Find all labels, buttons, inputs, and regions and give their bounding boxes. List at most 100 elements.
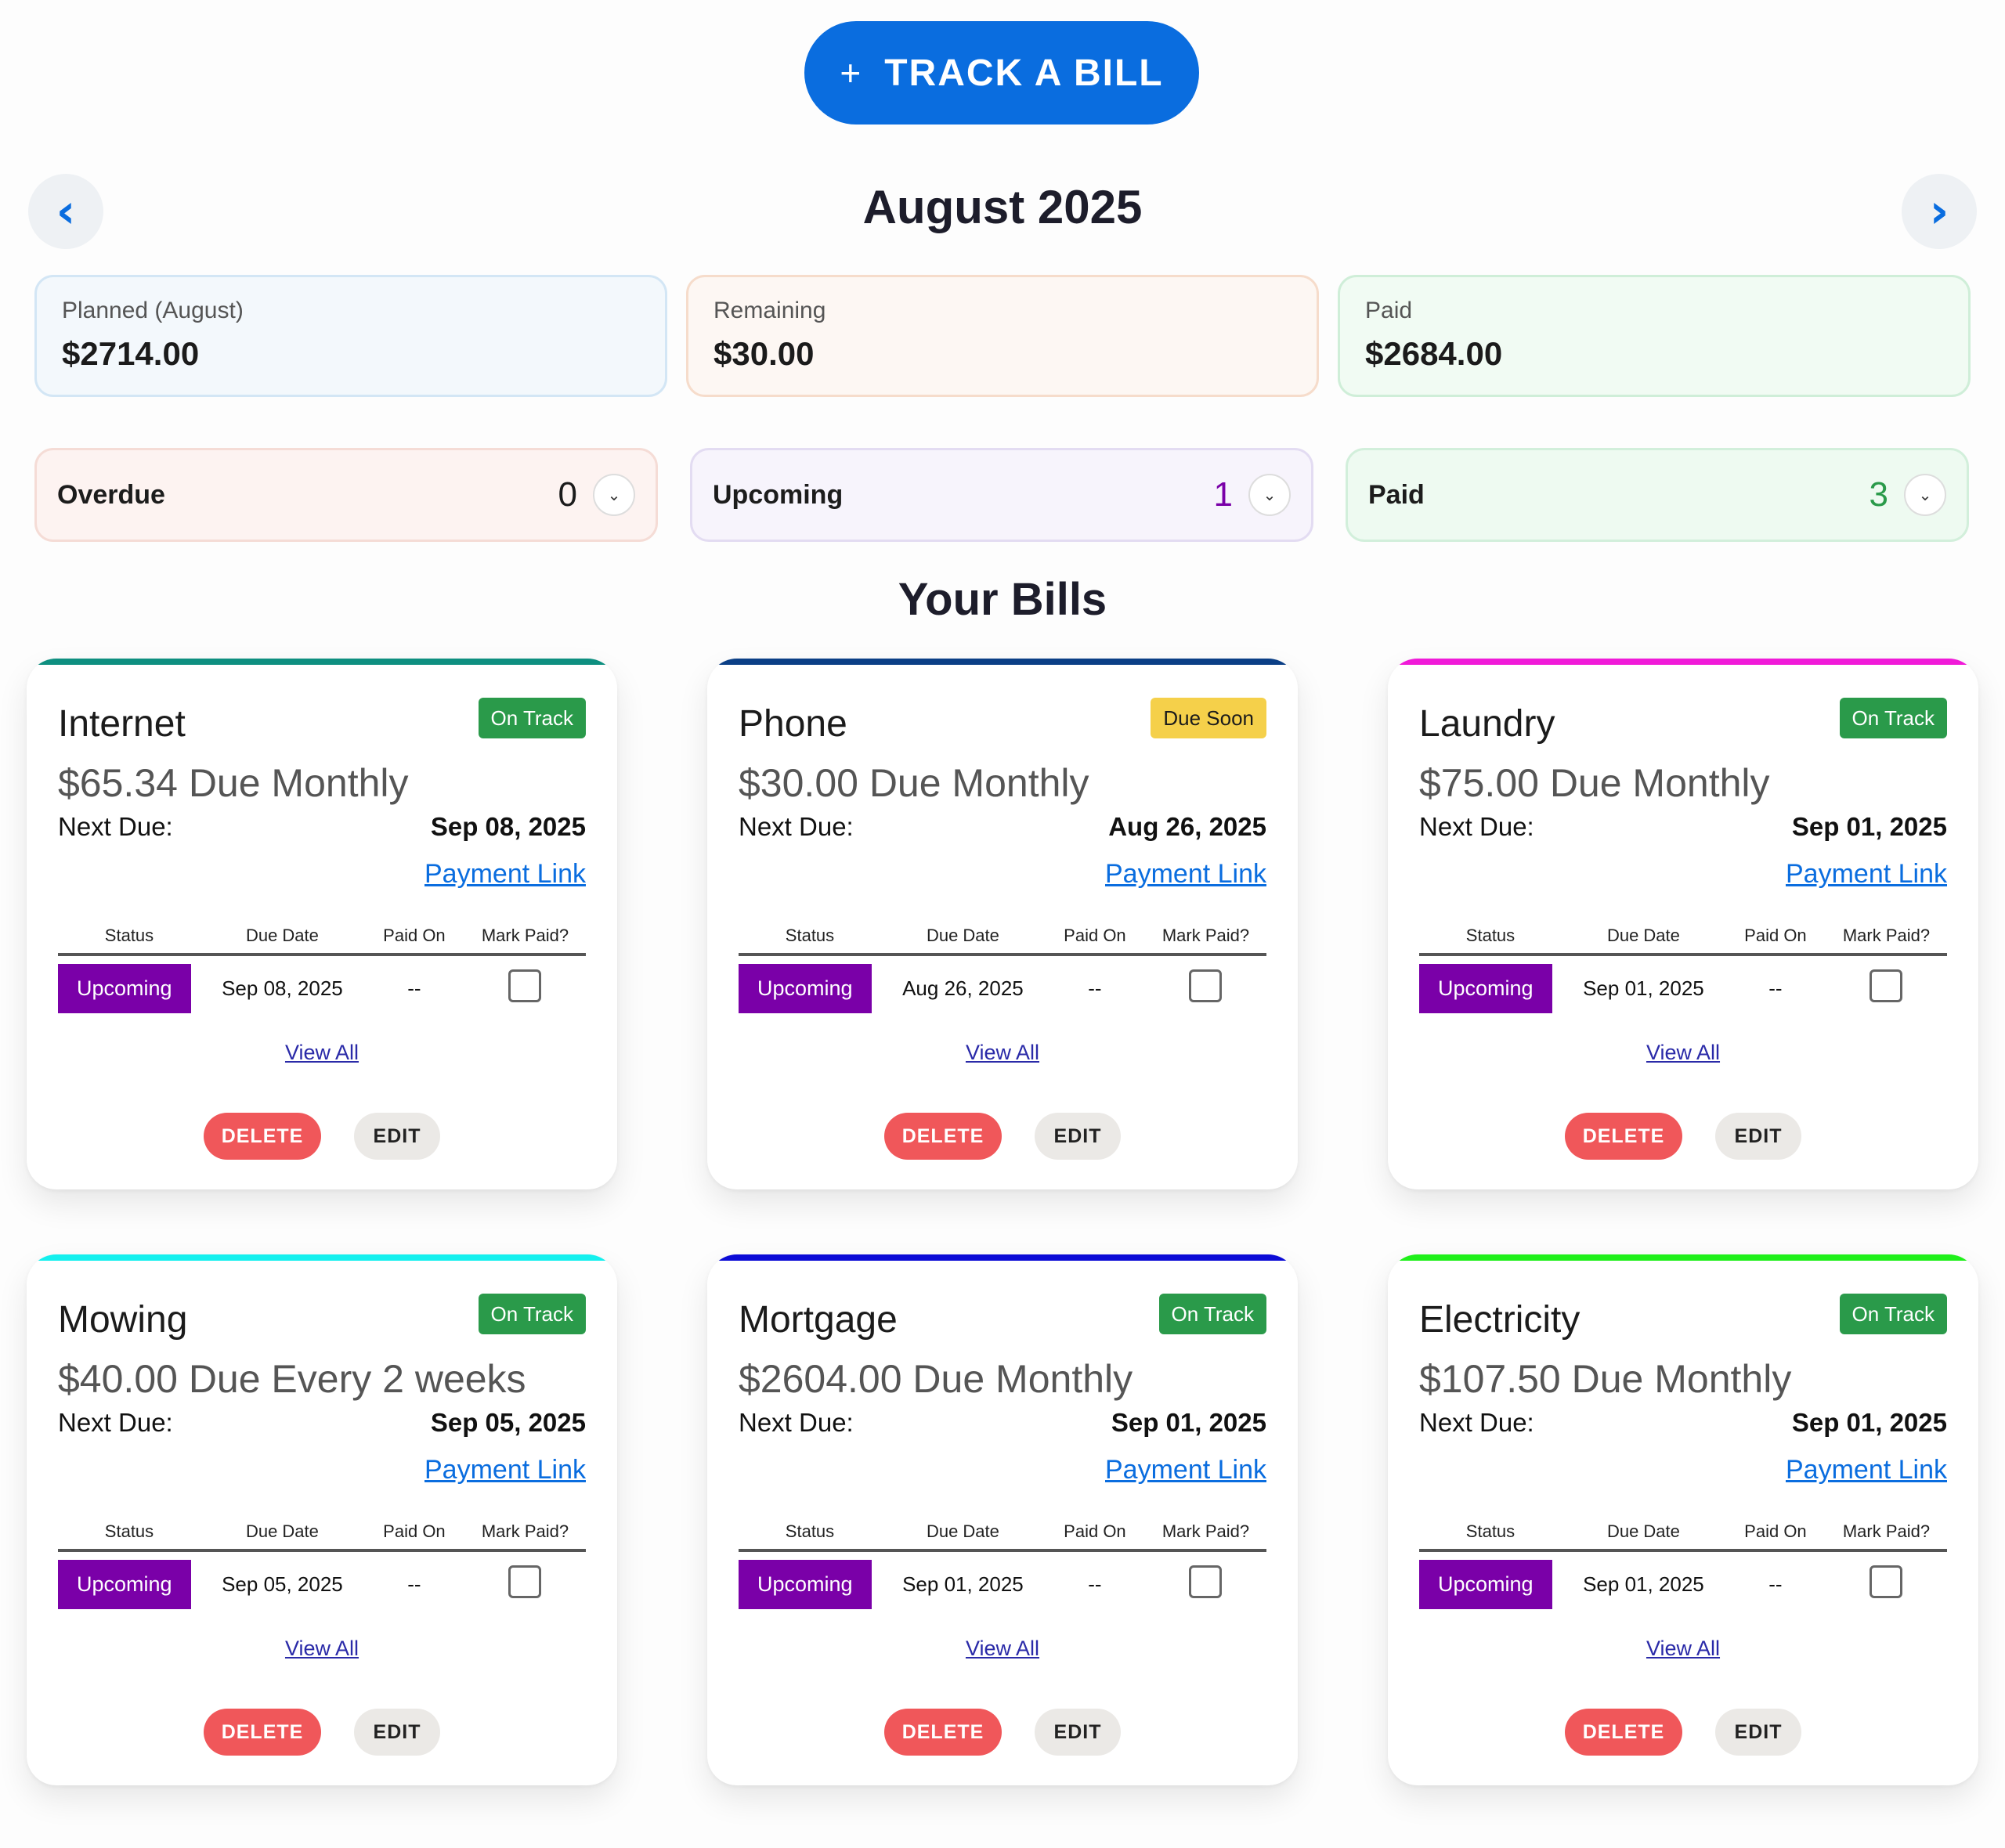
payment-link[interactable]: Payment Link [1786,859,1947,889]
delete-button[interactable]: DELETE [204,1709,321,1756]
view-all-link[interactable]: View All [965,1041,1040,1064]
summary-remaining-value: $30.00 [713,335,815,372]
delete-button[interactable]: DELETE [1565,1113,1682,1160]
bill-status-badge: On Track [478,698,586,738]
edit-button[interactable]: EDIT [354,1113,440,1160]
mark-paid-checkbox[interactable] [1189,969,1223,1002]
bill-status-badge: On Track [478,1294,586,1334]
bill-actions: DELETE EDIT [707,1113,1298,1160]
delete-button[interactable]: DELETE [1565,1709,1682,1756]
payment-link[interactable]: Payment Link [1105,859,1266,889]
chevron-down-icon[interactable]: ⌄ [593,474,635,516]
edit-button[interactable]: EDIT [1035,1113,1121,1160]
next-due-value: Sep 08, 2025 [430,812,586,841]
next-due-label: Next Due: [1419,812,1534,841]
view-all-link[interactable]: View All [1646,1637,1721,1660]
edit-button[interactable]: EDIT [354,1709,440,1756]
table-row: Upcoming Sep 05, 2025 -- [58,1550,586,1609]
mark-paid-checkbox[interactable] [508,969,542,1002]
row-status: Upcoming [739,964,872,1013]
next-month-button[interactable]: › [1902,174,1977,249]
chevron-down-icon[interactable]: ⌄ [1248,474,1291,516]
bill-name: Phone [739,703,847,745]
overdue-filter[interactable]: Overdue 0 ⌄ [34,448,658,542]
month-title: August 2025 [862,181,1143,233]
col-status: Status [58,923,200,956]
row-status: Upcoming [1419,964,1552,1013]
overdue-count: 0 [558,475,577,514]
bill-amount: $107.50 Due Monthly [1419,1357,1792,1401]
payment-link[interactable]: Payment Link [424,1455,586,1485]
payment-link[interactable]: Payment Link [1786,1455,1947,1485]
row-due-date: Sep 05, 2025 [222,1572,343,1596]
chevron-down-icon[interactable]: ⌄ [1904,474,1946,516]
col-status: Status [58,1519,200,1552]
row-due-date: Sep 01, 2025 [1583,976,1704,1000]
payment-link[interactable]: Payment Link [1105,1455,1266,1485]
bill-name: Laundry [1419,703,1555,745]
edit-button[interactable]: EDIT [1715,1113,1801,1160]
paid-label: Paid [1368,479,1425,510]
view-all-link[interactable]: View All [1646,1041,1721,1064]
overdue-label: Overdue [57,479,165,510]
row-due-date: Sep 01, 2025 [902,1572,1024,1596]
bill-card: Phone Due Soon $30.00 Due Monthly Next D… [707,659,1298,1189]
delete-button[interactable]: DELETE [204,1113,321,1160]
bill-amount: $65.34 Due Monthly [58,761,409,805]
bill-card: Mortgage On Track $2604.00 Due Monthly N… [707,1254,1298,1785]
bill-actions: DELETE EDIT [27,1709,617,1756]
bill-card: Mowing On Track $40.00 Due Every 2 weeks… [27,1254,617,1785]
mark-paid-checkbox[interactable] [508,1565,542,1598]
bill-accent-bar [1388,659,1978,665]
row-status: Upcoming [58,964,191,1013]
col-mark-paid: Mark Paid? [1825,923,1947,956]
row-due-date: Aug 26, 2025 [902,976,1024,1000]
track-a-bill-button[interactable]: + TRACK A BILL [804,21,1199,125]
bill-card: Electricity On Track $107.50 Due Monthly… [1388,1254,1978,1785]
bill-history-table: Status Due Date Paid On Mark Paid? Upcom… [1419,1519,1947,1609]
bill-status-badge: On Track [1839,1294,1947,1334]
payment-link[interactable]: Payment Link [424,859,586,889]
bill-actions: DELETE EDIT [1388,1709,1978,1756]
delete-button[interactable]: DELETE [884,1709,1002,1756]
edit-button[interactable]: EDIT [1035,1709,1121,1756]
col-paid-on: Paid On [1725,923,1826,956]
next-due-label: Next Due: [58,812,173,841]
bill-history-table: Status Due Date Paid On Mark Paid? Upcom… [739,1519,1266,1609]
next-due-label: Next Due: [1419,1408,1534,1437]
row-paid-on: -- [407,1572,421,1596]
chevron-right-icon: › [1929,184,1949,239]
summary-remaining: Remaining $30.00 [686,275,1319,397]
bill-accent-bar [707,659,1298,665]
mark-paid-checkbox[interactable] [1870,1565,1903,1598]
col-paid-on: Paid On [363,923,464,956]
next-due-label: Next Due: [739,812,854,841]
table-row: Upcoming Sep 01, 2025 -- [1419,955,1947,1013]
bill-actions: DELETE EDIT [1388,1113,1978,1160]
row-paid-on: -- [1088,976,1102,1000]
row-paid-on: -- [1088,1572,1102,1596]
col-paid-on: Paid On [363,1519,464,1552]
upcoming-filter[interactable]: Upcoming 1 ⌄ [690,448,1313,542]
paid-filter[interactable]: Paid 3 ⌄ [1346,448,1969,542]
view-all-link[interactable]: View All [284,1637,359,1660]
mark-paid-checkbox[interactable] [1189,1565,1223,1598]
paid-count: 3 [1869,475,1888,514]
col-due-date: Due Date [1561,1519,1725,1552]
summary-planned: Planned (August) $2714.00 [34,275,667,397]
view-all-link[interactable]: View All [965,1637,1040,1660]
bill-status-badge: On Track [1839,698,1947,738]
next-due-value: Sep 01, 2025 [1791,812,1947,841]
view-all-link[interactable]: View All [284,1041,359,1064]
prev-month-button[interactable]: ‹ [28,174,103,249]
mark-paid-checkbox[interactable] [1870,969,1903,1002]
table-row: Upcoming Sep 01, 2025 -- [739,1550,1266,1609]
edit-button[interactable]: EDIT [1715,1709,1801,1756]
bill-actions: DELETE EDIT [27,1113,617,1160]
delete-button[interactable]: DELETE [884,1113,1002,1160]
summary-paid-value: $2684.00 [1365,335,1503,372]
bill-amount: $40.00 Due Every 2 weeks [58,1357,526,1401]
row-status: Upcoming [739,1560,872,1609]
bill-accent-bar [1388,1254,1978,1261]
row-paid-on: -- [1768,976,1783,1000]
